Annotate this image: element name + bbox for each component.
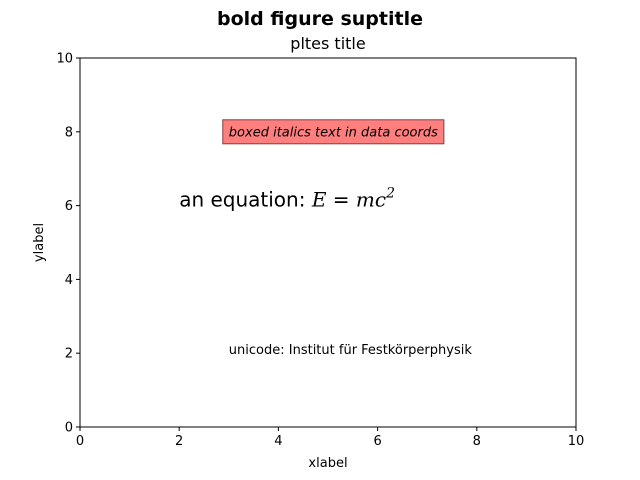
x-axis-ticks: 0 2 4 6 8 10 [76,427,584,449]
x-tick-label: 4 [274,434,282,449]
y-tick-label: 10 [56,52,73,67]
axes-title: pltes title [290,34,365,53]
x-tick-label: 0 [76,434,84,449]
boxed-annotation: boxed italics text in data coords [222,119,445,145]
x-tick-label: 8 [473,434,481,449]
y-tick-label: 8 [65,125,73,140]
x-axis-label: xlabel [308,456,347,471]
y-tick-label: 4 [65,273,73,288]
y-tick-label: 6 [65,199,73,214]
unicode-annotation: unicode: Institut für Festkörperphysik [229,343,473,358]
plot-area [79,57,577,428]
x-tick-label: 2 [175,434,183,449]
equation-lhs: E [311,188,327,212]
x-tick-label: 6 [373,434,381,449]
equation-exponent: 2 [385,186,395,202]
y-tick-label: 2 [65,347,73,362]
equation-prefix: an equation: [179,188,312,212]
equation-rhs: mc [356,188,386,212]
y-axis-ticks: 0 2 4 6 8 10 [56,52,80,436]
x-tick-label: 10 [568,434,585,449]
equation-equals: = [326,188,355,212]
figure-suptitle: bold figure suptitle [217,8,423,30]
annotation-box [222,119,445,145]
y-tick-label: 0 [65,421,73,436]
axes-frame [79,57,577,428]
y-axis-label: ylabel [32,223,47,262]
boxed-italic-text: boxed italics text in data coords [229,125,438,140]
equation-annotation: an equation: E = mc2 [179,186,395,212]
